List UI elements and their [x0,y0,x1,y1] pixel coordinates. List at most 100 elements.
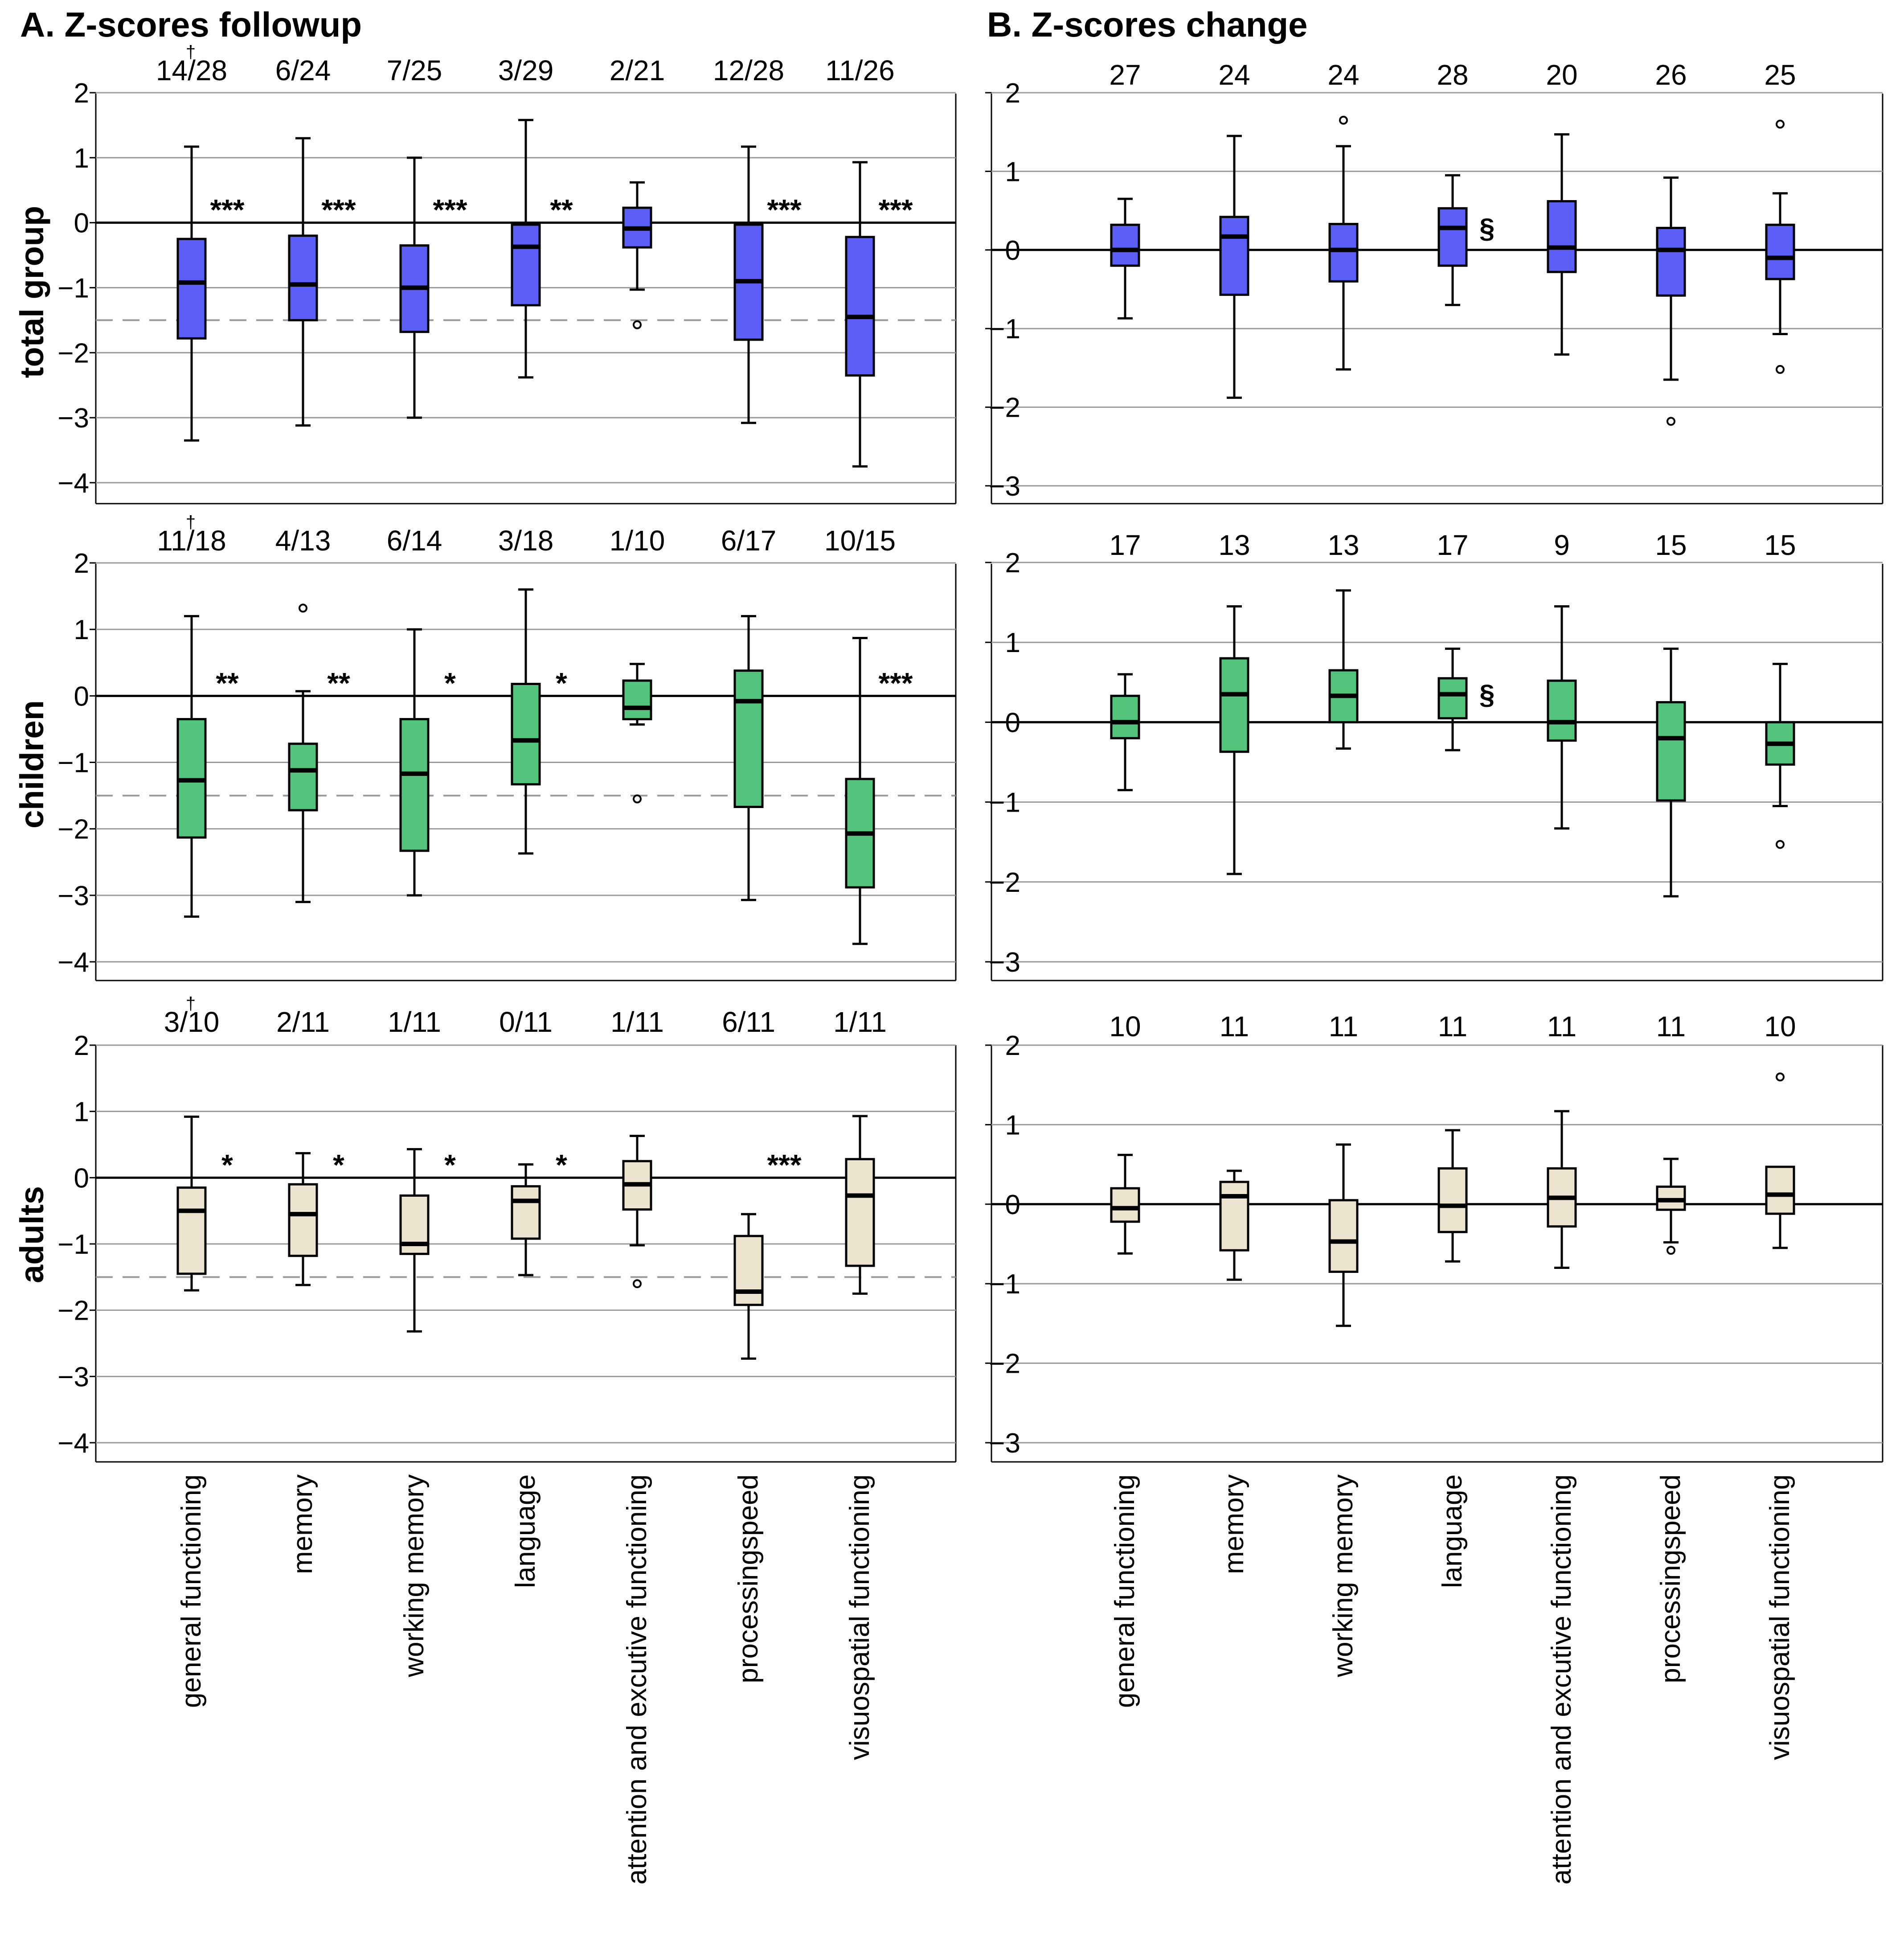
n-label: 6/11 [722,1006,775,1038]
iqr-box [1219,1181,1249,1252]
n-label: 10 [1764,1010,1796,1042]
iqr-box [1328,1199,1359,1273]
box-memory: * [288,1148,344,1286]
iqr-box [1656,226,1686,297]
iqr-box [1656,701,1686,802]
n-label: 6/17 [721,525,777,557]
box-attention-and-excutive-functioning [1547,1110,1577,1269]
y-tick-label: 0 [1005,1190,1020,1220]
n-label: 12/28 [713,54,784,86]
y-tick-label: 2 [74,548,89,579]
n-label: 3/29 [498,54,554,86]
subplot-B-total: 2 1 0 −1 −2 −3 27 24 24 28 20 26 25 § [985,59,1884,505]
dagger-mark: † [186,994,196,1014]
y-tick-label: −1 [989,314,1020,345]
iqr-box [511,1185,541,1240]
section-mark: § [1479,213,1495,244]
row-label-adults: adults [13,1186,50,1283]
plot-area: total groupchildrenadults210−1−2−3−414/2… [13,42,1884,1884]
y-tick-label: −2 [57,338,89,369]
subplot-B-children: 2 1 0 −1 −2 −3 17 13 13 17 9 15 15 § [985,529,1884,981]
iqr-box [1437,207,1468,267]
box-general-functioning: * [176,1116,233,1292]
y-tick-label: −4 [57,1428,89,1459]
y-tick-label: 0 [1005,235,1020,266]
box-processingspeed [1656,1157,1686,1255]
n-label: 11 [1329,1010,1358,1042]
box-memory: ** [288,603,350,903]
box-visuospatial-functioning: *** [845,161,913,468]
y-tick-label: −2 [989,393,1020,423]
iqr-box [1110,694,1140,739]
y-tick-label: −3 [57,1362,89,1392]
n-label: 6/24 [275,54,331,86]
n-label: 24 [1327,59,1359,91]
y-tick-label: 2 [1005,548,1020,579]
row-label-total-group: total group [13,206,50,378]
category-label: processingspeed [733,1474,764,1683]
n-label: 14/28 [156,54,227,86]
outlier-point [633,1279,642,1289]
outlier-point [1776,840,1785,849]
n-label: 10 [1109,1010,1141,1042]
box-memory [1219,1170,1249,1281]
significance-mark: *** [210,193,244,226]
y-tick-label: −3 [989,471,1020,502]
n-label: 3/10 [164,1006,220,1038]
box-visuospatial-functioning [845,1115,875,1295]
n-label: 1/11 [610,1006,664,1038]
box-attention-and-excutive-functioning [622,663,652,804]
n-label: 11 [1547,1010,1576,1042]
box-working-memory: * [399,1148,456,1333]
y-tick-label: 1 [74,1097,89,1128]
category-label: language [1437,1474,1468,1588]
category-label: working memory [1328,1474,1359,1678]
y-tick-label: −2 [57,814,89,845]
n-label: 27 [1109,59,1141,91]
iqr-box [1437,677,1468,719]
box-language [1437,648,1468,751]
iqr-box [1219,216,1249,296]
subplot-A-children: 2 1 0 −1 −2 −3 −4 11/18 4/13 6/14 3/18 1/10 6/17 10/1… [57,513,957,981]
box-processingspeed [1656,176,1686,426]
box-general-functioning: *** [176,145,245,442]
n-label: 2/21 [610,54,665,86]
box-language [1437,174,1468,306]
y-tick-label: −2 [989,867,1020,898]
iqr-box [176,1186,207,1275]
box-memory: *** [288,137,356,427]
box-visuospatial-functioning [1765,663,1795,849]
box-processingspeed [733,615,764,901]
significance-mark: * [556,666,567,699]
subplot-A-total: 2 1 0 −1 −2 −3 −4 14/28 6/24 7/25 3/29 2/21 12/28 11/… [57,42,957,505]
n-label: 1/10 [610,525,665,557]
n-label: 26 [1655,59,1687,91]
significance-mark: *** [433,193,467,226]
significance-mark: *** [321,193,356,226]
iqr-box [288,234,318,321]
category-label: processingspeed [1655,1474,1686,1683]
box-working-memory: *** [399,156,467,419]
y-tick-label: −1 [989,1269,1020,1300]
y-tick-label: −1 [57,748,89,779]
iqr-box [1765,223,1795,280]
y-tick-label: −1 [57,1229,89,1260]
box-language: ** [511,119,573,379]
box-language: * [511,588,567,855]
iqr-box [1547,200,1577,273]
box-visuospatial-functioning: *** [845,637,913,945]
n-label: 11/26 [825,54,894,86]
significance-mark: *** [878,193,913,226]
iqr-box [733,1235,764,1306]
y-tick-label: −1 [989,788,1020,818]
box-memory [1219,605,1249,875]
significance-mark: ** [550,193,573,226]
y-tick-label: 1 [74,143,89,174]
n-label: 2/11 [276,1006,330,1038]
n-label: 0/11 [499,1006,553,1038]
n-label: 9 [1554,529,1570,561]
box-processingspeed: *** [733,145,802,424]
y-tick-label: −3 [57,403,89,434]
